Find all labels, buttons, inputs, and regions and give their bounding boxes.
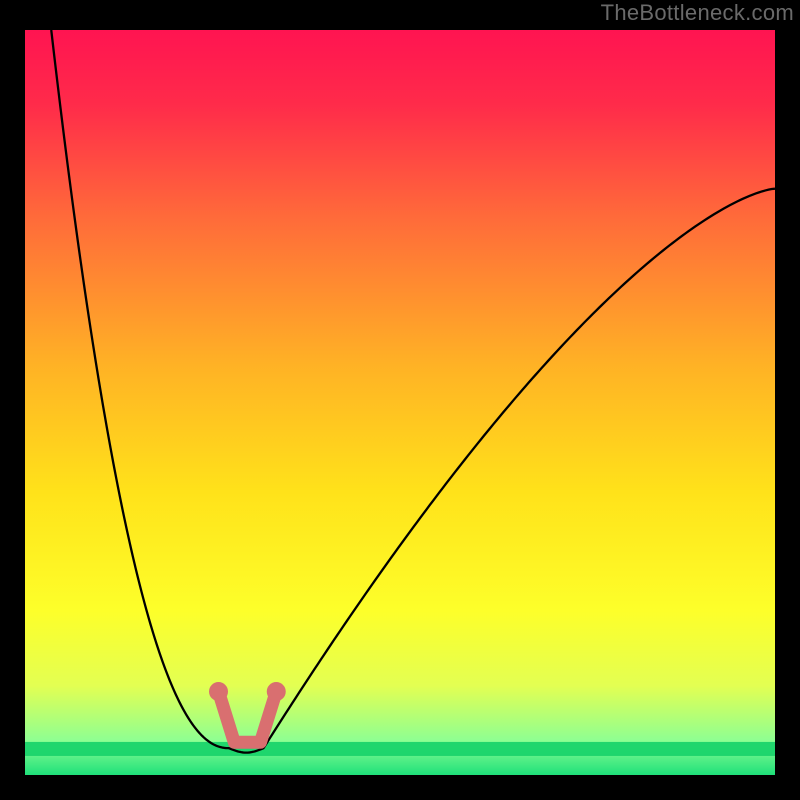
highlight-endpoint-right — [267, 682, 286, 701]
optimum-band — [25, 742, 775, 756]
bottleneck-plot — [0, 0, 800, 800]
plot-background-gradient — [25, 30, 775, 775]
stage: TheBottleneck.com — [0, 0, 800, 800]
highlight-endpoint-left — [209, 682, 228, 701]
attribution-text: TheBottleneck.com — [601, 0, 794, 26]
